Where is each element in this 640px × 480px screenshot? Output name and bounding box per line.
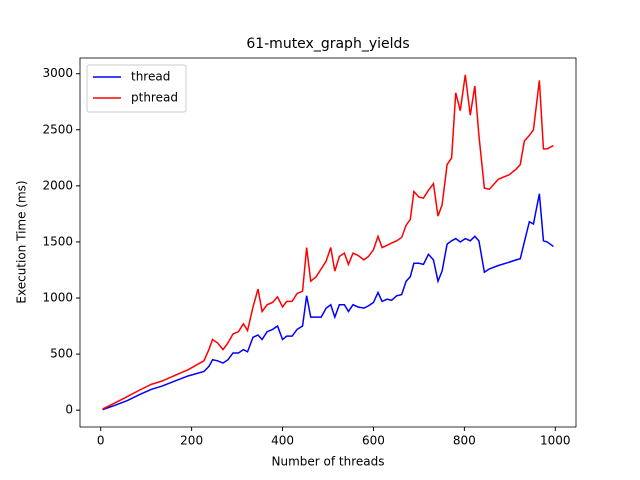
series-line (102, 193, 554, 411)
x-tick-label: 400 (271, 434, 294, 448)
x-tick-label: 600 (362, 434, 385, 448)
y-tick-label: 1500 (42, 234, 73, 248)
legend-label: pthread (131, 91, 178, 105)
y-tick-label: 500 (50, 347, 73, 361)
y-tick-label: 2000 (42, 178, 73, 192)
x-tick-label: 800 (453, 434, 476, 448)
y-tick-label: 1000 (42, 291, 73, 305)
y-tick-label: 0 (65, 403, 73, 417)
x-tick-label: 0 (97, 434, 105, 448)
x-tick-label: 200 (180, 434, 203, 448)
x-axis-label: Number of threads (272, 455, 385, 469)
y-axis-label: Execution Time (ms) (15, 180, 29, 303)
legend-label: thread (131, 70, 170, 84)
y-tick-label: 2500 (42, 122, 73, 136)
plot-frame (79, 57, 577, 428)
y-tick-label: 3000 (42, 66, 73, 80)
series-line (102, 74, 554, 410)
x-tick-label: 1000 (540, 434, 571, 448)
chart-title: 61-mutex_graph_yields (246, 36, 409, 52)
